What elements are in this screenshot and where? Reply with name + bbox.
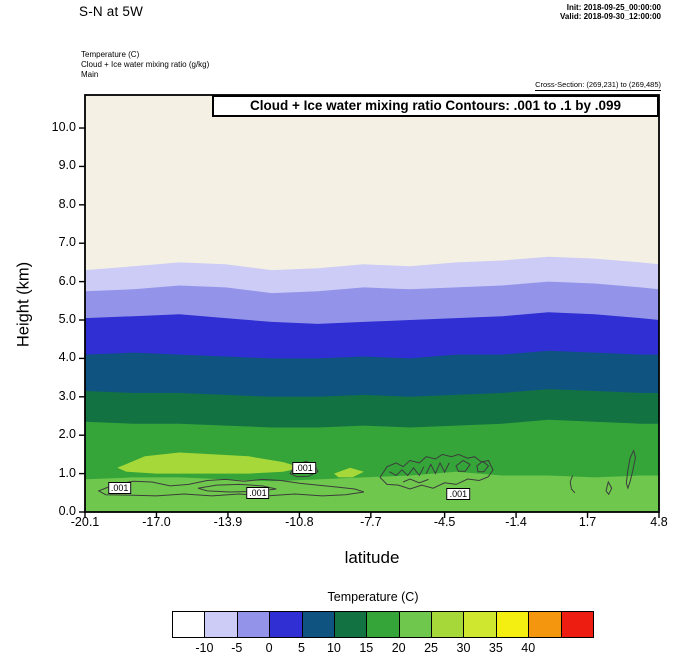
- colorbar-tick-label: 20: [391, 641, 406, 655]
- y-tick-label: 9.0: [58, 158, 76, 173]
- colorbar-swatch: [463, 611, 497, 638]
- x-tick-label: -20.1: [70, 515, 100, 529]
- x-tick-label: -10.8: [285, 515, 314, 529]
- contour-info-box: Cloud + Ice water mixing ratio Contours:…: [212, 95, 659, 117]
- x-tick-label: 1.7: [578, 515, 597, 529]
- x-tick-label: -7.7: [360, 515, 382, 529]
- y-tick-label: 1.0: [58, 465, 76, 480]
- field-temperature-label: Temperature (C): [81, 50, 140, 59]
- colorbar-swatch: [528, 611, 562, 638]
- colorbar-swatch: [269, 611, 303, 638]
- colorbar-tick-label: 0: [265, 641, 273, 655]
- colorbar-swatch: [204, 611, 238, 638]
- field-cloud-mixing-ratio-label: Cloud + Ice water mixing ratio (g/kg): [81, 60, 210, 69]
- colorbar-swatch: [398, 611, 433, 638]
- y-tick-label: 3.0: [58, 388, 76, 403]
- cloud-contour-value-label: .001: [292, 461, 316, 474]
- x-tick-label: -4.5: [433, 515, 456, 529]
- y-tick-label: 4.0: [58, 350, 76, 365]
- colorbar-swatch: [236, 611, 271, 638]
- colorbar-tick-label: 5: [298, 641, 305, 655]
- colorbar-swatch: [560, 611, 594, 638]
- colorbar-swatch: [172, 611, 206, 638]
- y-tick-label: 5.0: [58, 312, 76, 326]
- cloud-contour-value-label: .001: [107, 482, 132, 495]
- valid-time-label: Valid: 2018-09-30_12:00:00: [560, 12, 661, 21]
- x-tick-label: -13.9: [213, 515, 243, 529]
- y-axis-label: Height (km): [14, 261, 33, 348]
- y-tick-label: 10.0: [51, 120, 76, 135]
- colorbar-tick-label: 15: [359, 641, 374, 655]
- init-time-label: Init: 2018-09-25_00:00:00: [566, 3, 661, 12]
- y-tick-label: 7.0: [58, 235, 76, 250]
- colorbar-swatch: [431, 611, 465, 638]
- colorbar-swatch: [366, 611, 400, 638]
- y-tick-label: 8.0: [58, 196, 76, 211]
- colorbar-title: Temperature (C): [327, 590, 419, 604]
- colorbar-tick-label: -5: [231, 641, 243, 655]
- colorbar-swatch: [495, 611, 530, 638]
- domain-main-label: Main: [81, 70, 99, 79]
- cross-section-coords-label: Cross-Section: (269,231) to (269,485): [535, 80, 661, 91]
- colorbar-tick-label: -10: [195, 641, 214, 655]
- y-tick-label: 2.0: [58, 427, 76, 442]
- y-tick-label: 6.0: [58, 273, 76, 288]
- x-tick-label: 4.8: [650, 515, 668, 529]
- colorbar-swatch: [333, 611, 368, 638]
- colorbar-tick-label: 10: [326, 641, 341, 655]
- colorbar-swatch: [301, 611, 335, 638]
- cloud-contour-value-label: .001: [246, 486, 270, 499]
- colorbar-tick-label: 25: [424, 641, 439, 655]
- x-axis-label: latitude: [344, 548, 400, 567]
- colorbar-tick-label: 30: [456, 641, 471, 655]
- x-tick-label: -1.4: [505, 515, 527, 529]
- figure-title: S-N at 5W: [79, 4, 144, 19]
- colorbar-tick-label: 40: [521, 641, 536, 655]
- cloud-contour-value-label: .001: [446, 487, 471, 500]
- x-tick-label: -17.0: [142, 515, 171, 529]
- y-tick-label: 0.0: [58, 504, 76, 518]
- colorbar-tick-label: 35: [488, 641, 503, 655]
